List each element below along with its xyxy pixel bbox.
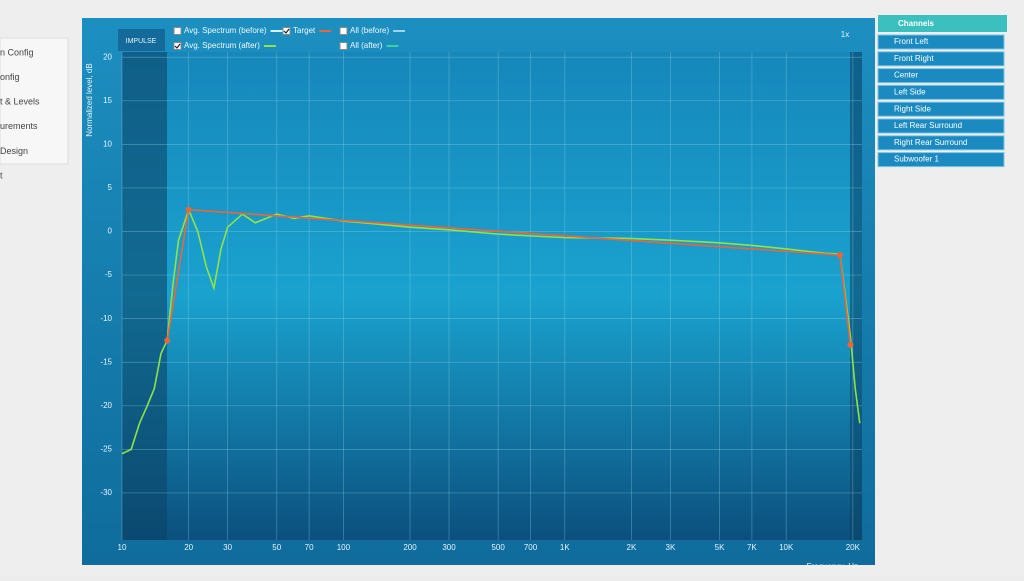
sidebar: [0, 37, 69, 165]
x-tick-label: 300: [442, 543, 456, 552]
legend-check[interactable]: [174, 43, 181, 49]
channel-button[interactable]: [877, 101, 1005, 117]
channel-label[interactable]: Right Side: [894, 104, 931, 113]
x-tick-label: 20: [184, 543, 193, 552]
legend-checkbox[interactable]: [173, 42, 182, 50]
y-tick-label: -15: [100, 357, 112, 366]
y-tick-label: 0: [108, 227, 113, 236]
legend-checkbox[interactable]: [339, 27, 348, 35]
legend-check[interactable]: [283, 28, 290, 34]
channel-button[interactable]: [877, 68, 1005, 84]
x-axis-label: Frequency, Hz: [807, 562, 858, 571]
legend-checkbox[interactable]: [339, 42, 348, 50]
target-point: [836, 252, 843, 259]
legend-checkbox[interactable]: [173, 27, 182, 35]
low-band: [122, 52, 167, 540]
sidebar-item[interactable]: onfig: [0, 72, 20, 82]
sidebar-item[interactable]: Design: [0, 146, 28, 156]
x-tick-label: 1K: [560, 543, 570, 552]
x-tick-label: 30: [223, 543, 232, 552]
channel-label[interactable]: Left Rear Surround: [894, 121, 962, 130]
x-tick-label: 500: [491, 543, 505, 552]
impulse-label[interactable]: IMPULSE: [126, 38, 157, 45]
x-tick-label: 5K: [715, 543, 725, 552]
channel-label[interactable]: Right Rear Surround: [894, 138, 967, 147]
x-tick-label: 50: [272, 543, 281, 552]
channel-button[interactable]: [877, 51, 1005, 67]
legend-label[interactable]: Avg. Spectrum (before): [184, 26, 267, 35]
x-tick-label: 10K: [779, 543, 794, 552]
channel-label[interactable]: Front Left: [894, 37, 929, 46]
channel-label[interactable]: Subwoofer 1: [894, 155, 939, 164]
channel-button[interactable]: [877, 34, 1005, 50]
sidebar-item[interactable]: n Config: [0, 47, 34, 57]
legend-label[interactable]: All (before): [350, 26, 389, 35]
x-tick-label: 2K: [627, 543, 637, 552]
x-tick-label: 3K: [666, 543, 676, 552]
channel-button[interactable]: [877, 152, 1005, 168]
sidebar-item[interactable]: urements: [0, 121, 38, 131]
channel-label[interactable]: Front Right: [894, 54, 934, 63]
channel-button[interactable]: [877, 84, 1005, 100]
x-tick-label: 10: [118, 543, 127, 552]
y-tick-label: -20: [100, 401, 112, 410]
dynamic: n Config onfig t & Levels urements Design t Fr…: [0, 26, 1005, 552]
x-tick-label: 70: [305, 543, 314, 552]
impulse-button[interactable]: [118, 29, 165, 51]
target-point: [185, 206, 192, 213]
target-point: [164, 337, 171, 344]
channel-button[interactable]: [877, 118, 1005, 134]
y-tick-label: 10: [103, 139, 112, 148]
channel-label[interactable]: Left Side: [894, 88, 926, 97]
legend-label[interactable]: Target: [293, 26, 316, 35]
y-axis-label: Normalized level, dB: [85, 63, 94, 136]
sidebar-item[interactable]: t & Levels: [0, 97, 40, 107]
y-tick-label: -25: [100, 444, 112, 453]
high-band: [850, 52, 862, 540]
y-tick-label: 15: [103, 96, 112, 105]
y-tick-label: -5: [105, 270, 113, 279]
channel-label[interactable]: Center: [894, 71, 918, 80]
channel-button[interactable]: [877, 135, 1005, 151]
zoom-label[interactable]: 1x: [841, 30, 849, 39]
x-tick-label: 20K: [846, 543, 861, 552]
channels-title: Channels: [898, 19, 935, 28]
plot-area: [122, 52, 862, 540]
sidebar-item[interactable]: t: [0, 170, 3, 180]
x-tick-label: 7K: [747, 543, 757, 552]
target-point: [847, 341, 854, 348]
x-tick-label: 700: [524, 543, 538, 552]
legend-label[interactable]: All (after): [350, 41, 383, 50]
y-tick-label: -10: [100, 314, 112, 323]
legend-checkbox[interactable]: [282, 27, 291, 35]
legend-label[interactable]: Avg. Spectrum (after): [184, 41, 260, 50]
series-line: [166, 208, 852, 345]
x-tick-label: 200: [403, 543, 417, 552]
y-tick-label: 20: [103, 52, 112, 61]
x-tick-label: 100: [337, 543, 351, 552]
y-tick-label: -30: [100, 488, 112, 497]
y-tick-label: 5: [108, 183, 113, 192]
channels-header: [878, 15, 1007, 32]
